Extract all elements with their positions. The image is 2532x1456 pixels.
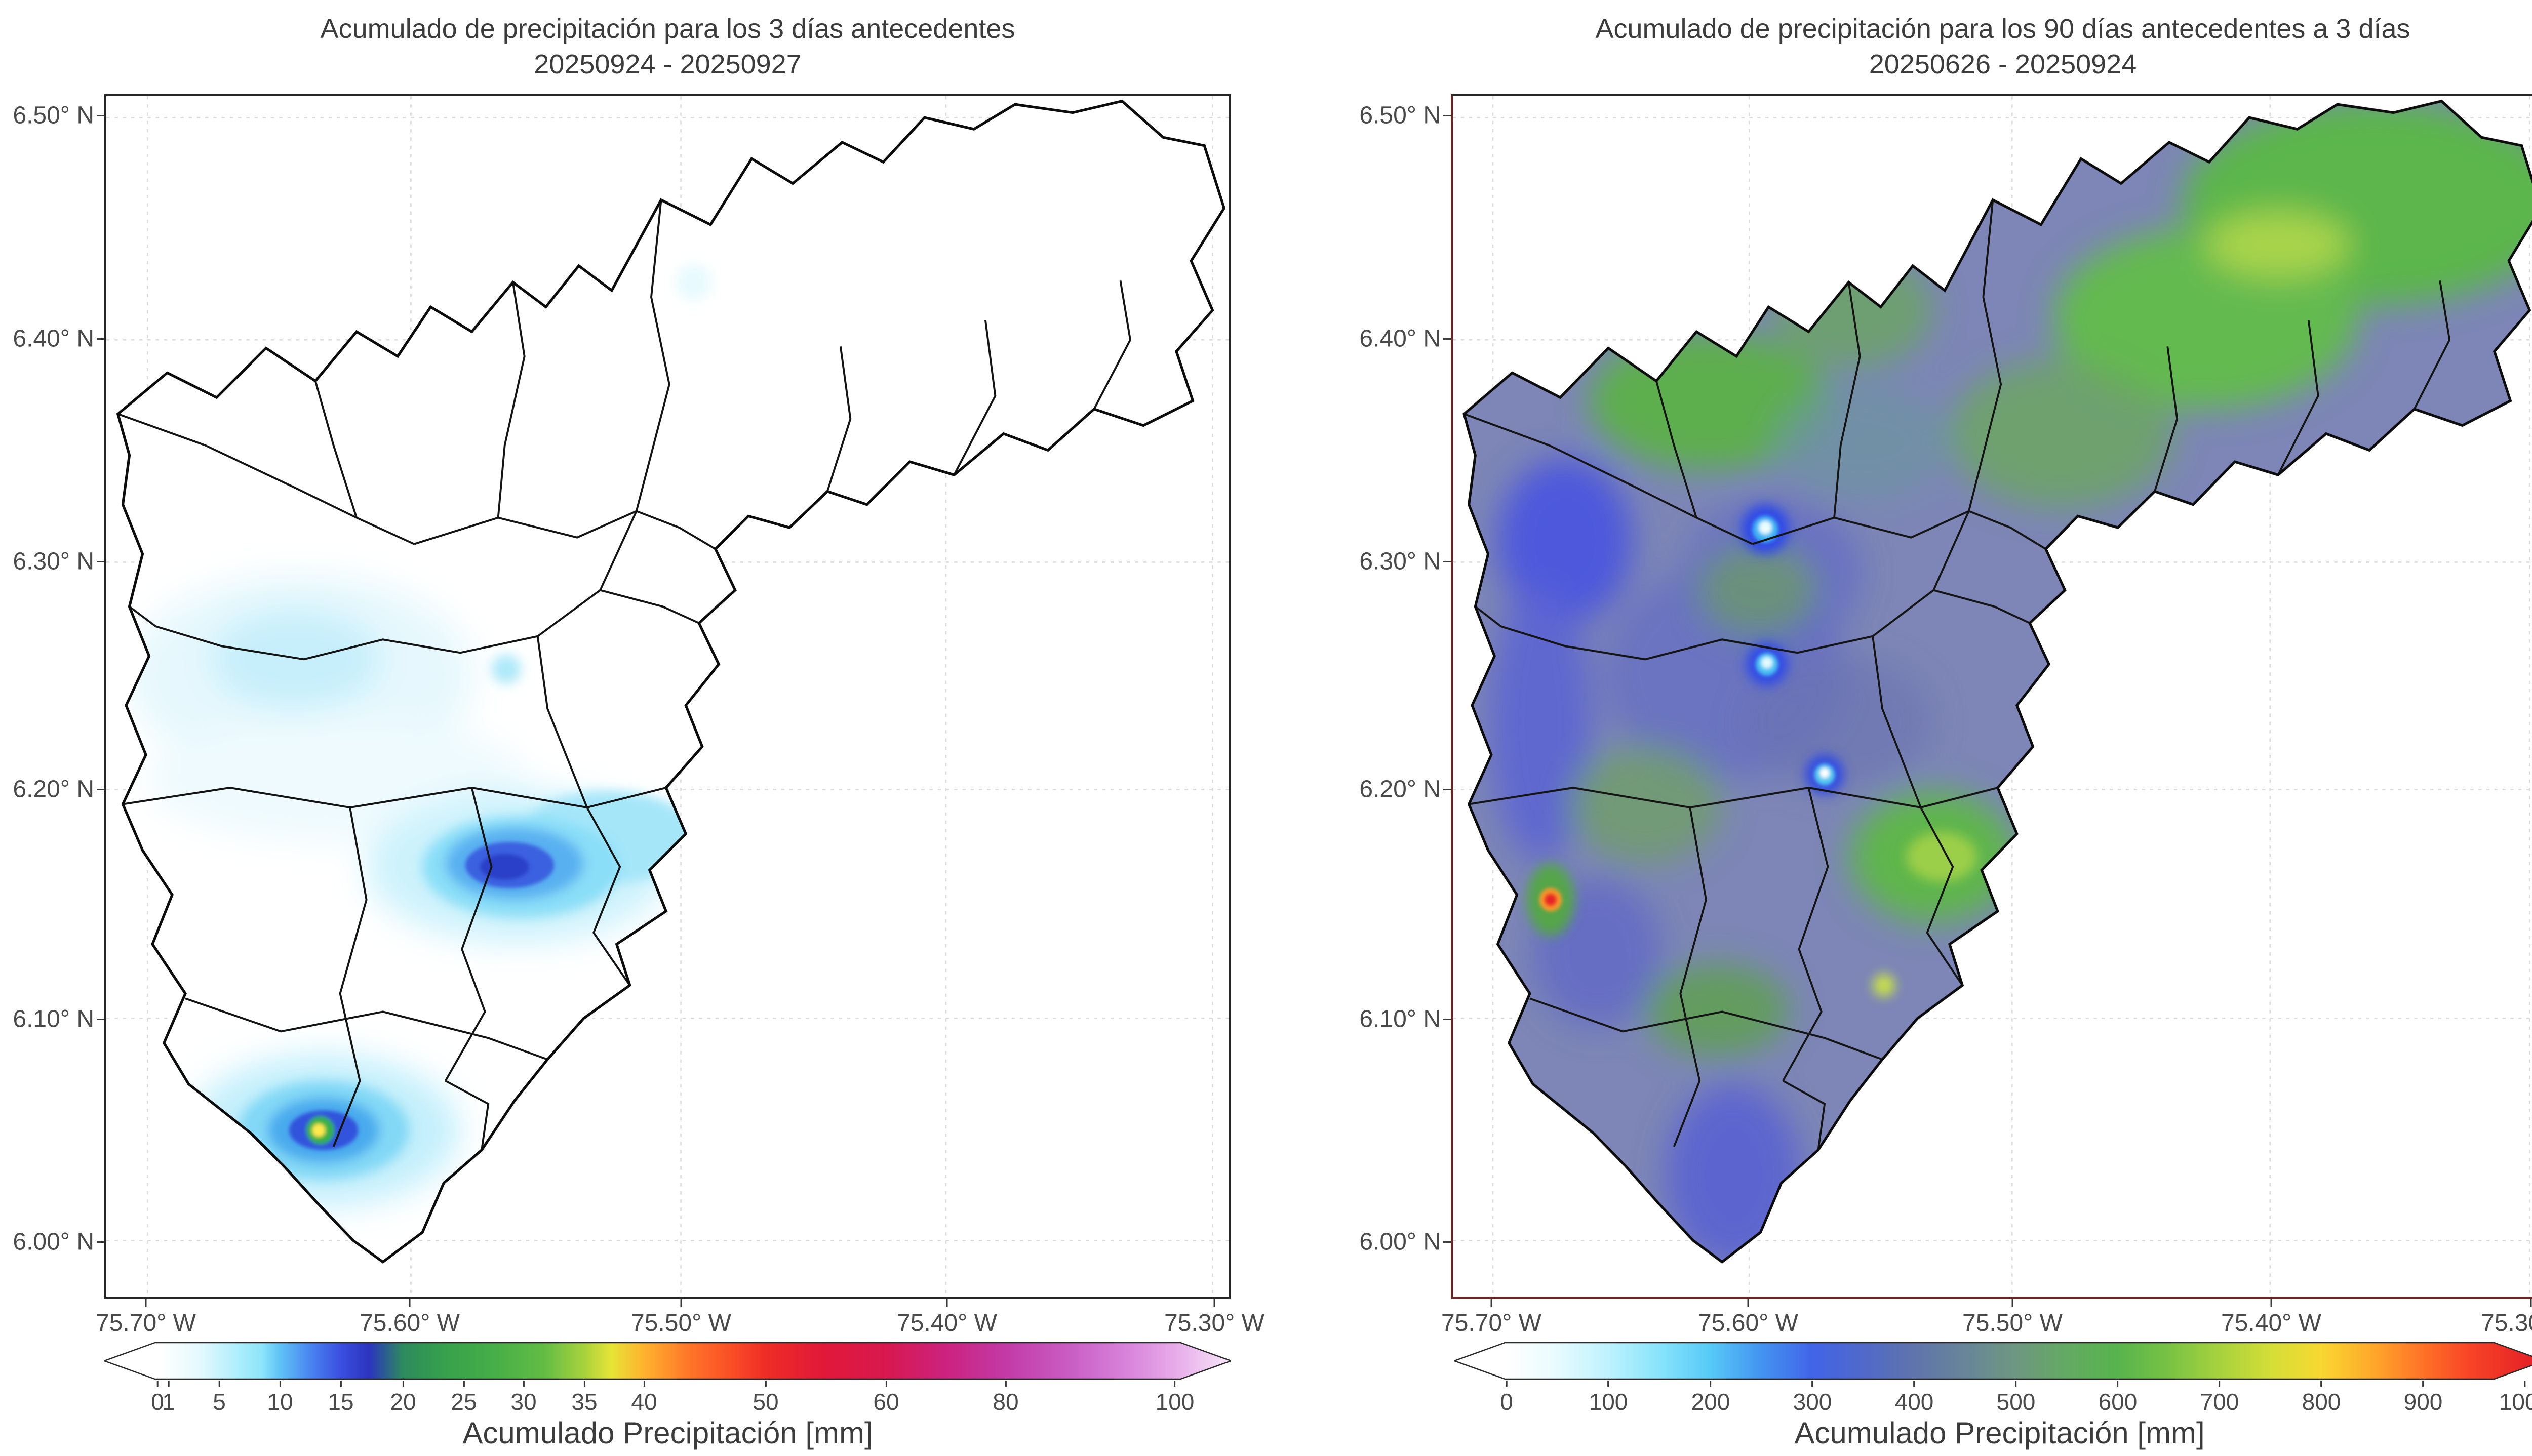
colorbar-tick: 0 bbox=[1500, 1389, 1513, 1415]
y-tick-label: 6.10° N bbox=[1351, 1005, 1441, 1033]
y-tick-label: 6.40° N bbox=[1351, 325, 1441, 353]
colorbar-label-90day: Acumulado Precipitación [mm] bbox=[1794, 1416, 2205, 1450]
y-tick-label: 6.10° N bbox=[4, 1005, 94, 1033]
precipitation-field-3day bbox=[128, 264, 713, 1206]
x-tick-label: 75.60° W bbox=[1698, 1310, 1798, 1337]
map-plot-90day bbox=[1451, 94, 2532, 1299]
colorbar-90day-bar bbox=[1454, 1342, 2532, 1380]
colorbar-tick: 30 bbox=[510, 1389, 537, 1415]
precipitation-field-90day bbox=[1489, 101, 2532, 1262]
colorbar-tick: 300 bbox=[1793, 1389, 1832, 1415]
y-tick-label: 6.30° N bbox=[4, 548, 94, 576]
colorbar-3day-bar bbox=[104, 1342, 1231, 1380]
y-tick-label: 6.00° N bbox=[4, 1228, 94, 1256]
map-90day-svg bbox=[1453, 96, 2532, 1297]
y-tick-label: 6.40° N bbox=[4, 325, 94, 353]
colorbar-tick: 1 bbox=[162, 1389, 175, 1415]
x-tick-label: 75.70° W bbox=[96, 1310, 196, 1337]
colorbar-tick: 900 bbox=[2403, 1389, 2443, 1415]
colorbar-tick: 500 bbox=[1996, 1389, 2036, 1415]
colorbar-tick: 10 bbox=[267, 1389, 293, 1415]
colorbar-tick: 1000 bbox=[2499, 1388, 2532, 1415]
plot-subtitle-dates: 20250626 - 20250924 bbox=[1869, 49, 2137, 79]
plot-title-line1: Acumulado de precipitación para los 3 dí… bbox=[320, 14, 1015, 44]
plot-subtitle-dates: 20250924 - 20250927 bbox=[534, 49, 802, 79]
colorbar-tick: 5 bbox=[213, 1389, 226, 1415]
y-tick-label: 6.50° N bbox=[4, 102, 94, 130]
x-tick-label: 75.30° W bbox=[1164, 1310, 1264, 1337]
y-tick-label: 6.00° N bbox=[1351, 1228, 1441, 1256]
y-tick-label: 6.20° N bbox=[4, 776, 94, 803]
colorbar-tick: 600 bbox=[2098, 1389, 2138, 1415]
colorbar-tick: 100 bbox=[1589, 1389, 1628, 1415]
colorbar-tick: 60 bbox=[873, 1389, 899, 1415]
x-tick-label: 75.70° W bbox=[1441, 1310, 1541, 1337]
x-tick-label: 75.60° W bbox=[360, 1310, 460, 1337]
colorbar-tick: 800 bbox=[2302, 1389, 2341, 1415]
colorbar-tick: 15 bbox=[328, 1389, 354, 1415]
colorbar-tick: 20 bbox=[390, 1389, 416, 1415]
plot-title-line1: Acumulado de precipitación para los 90 d… bbox=[1595, 14, 2410, 44]
x-tick-label: 75.50° W bbox=[631, 1310, 731, 1337]
map-3day-svg bbox=[106, 96, 1229, 1297]
x-tick-label: 75.40° W bbox=[2221, 1310, 2321, 1337]
map-plot-3day bbox=[104, 94, 1231, 1299]
colorbar-tick: 400 bbox=[1894, 1389, 1934, 1415]
y-tick-label: 6.30° N bbox=[1351, 548, 1441, 576]
colorbar-label-3day: Acumulado Precipitación [mm] bbox=[462, 1416, 873, 1450]
colorbar-3day bbox=[104, 1342, 1231, 1380]
y-tick-label: 6.50° N bbox=[1351, 102, 1441, 130]
plot-title-3day: Acumulado de precipitación para los 3 dí… bbox=[104, 11, 1231, 82]
colorbar-90day bbox=[1454, 1342, 2532, 1380]
x-tick-label: 75.40° W bbox=[897, 1310, 997, 1337]
colorbar-tick: 50 bbox=[753, 1389, 779, 1415]
panel-precip-3day: Acumulado de precipitación para los 3 dí… bbox=[0, 0, 1277, 1456]
colorbar-tick: 35 bbox=[571, 1389, 598, 1415]
colorbar-tick: 200 bbox=[1691, 1389, 1730, 1415]
x-tick-label: 75.50° W bbox=[1962, 1310, 2063, 1337]
x-tick-label: 75.30° W bbox=[2481, 1309, 2532, 1337]
y-tick-label: 6.20° N bbox=[1351, 776, 1441, 803]
colorbar-tick: 25 bbox=[451, 1389, 477, 1415]
colorbar-tick: 80 bbox=[993, 1389, 1019, 1415]
colorbar-tick: 40 bbox=[631, 1389, 657, 1415]
colorbar-tick: 700 bbox=[2200, 1389, 2239, 1415]
colorbar-tick: 100 bbox=[1155, 1389, 1195, 1415]
plot-title-90day: Acumulado de precipitación para los 90 d… bbox=[1454, 11, 2532, 82]
panel-precip-90day: Acumulado de precipitación para los 90 d… bbox=[1347, 0, 2532, 1456]
